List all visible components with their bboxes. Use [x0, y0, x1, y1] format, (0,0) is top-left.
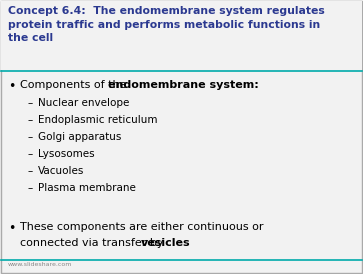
Text: –: –: [28, 149, 33, 159]
Text: Vacuoles: Vacuoles: [38, 166, 84, 176]
Text: •: •: [8, 80, 15, 93]
Text: These components are either continuous or: These components are either continuous o…: [20, 222, 264, 232]
Text: connected via transfer by: connected via transfer by: [20, 238, 167, 248]
Text: Concept 6.4:  The endomembrane system regulates: Concept 6.4: The endomembrane system reg…: [8, 6, 325, 16]
Text: •: •: [8, 222, 15, 235]
Text: Lysosomes: Lysosomes: [38, 149, 95, 159]
Text: Golgi apparatus: Golgi apparatus: [38, 132, 121, 142]
Text: Plasma membrane: Plasma membrane: [38, 183, 136, 193]
Text: –: –: [28, 166, 33, 176]
Text: –: –: [28, 183, 33, 193]
Text: –: –: [28, 98, 33, 108]
Text: endomembrane system:: endomembrane system:: [108, 80, 259, 90]
Text: the cell: the cell: [8, 33, 53, 43]
Bar: [1, 1, 362, 70]
Text: Endoplasmic reticulum: Endoplasmic reticulum: [38, 115, 158, 125]
Text: vesicles: vesicles: [141, 238, 191, 248]
Text: www.slideshare.com: www.slideshare.com: [8, 262, 72, 267]
Text: –: –: [28, 115, 33, 125]
Text: –: –: [28, 132, 33, 142]
Text: protein traffic and performs metabolic functions in: protein traffic and performs metabolic f…: [8, 19, 320, 30]
Text: Components of the: Components of the: [20, 80, 130, 90]
Text: Nuclear envelope: Nuclear envelope: [38, 98, 129, 108]
